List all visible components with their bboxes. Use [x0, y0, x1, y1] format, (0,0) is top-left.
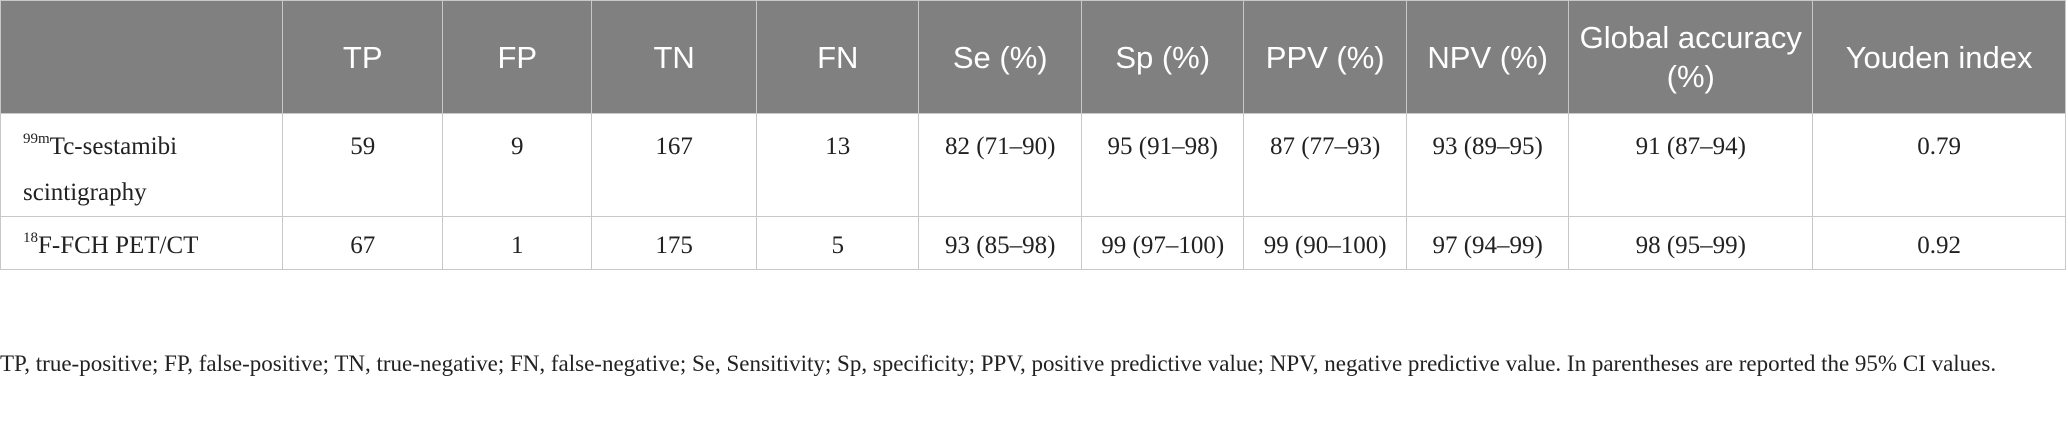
header-empty — [0, 0, 284, 114]
isotope-mass-number: 99m — [23, 131, 50, 147]
method-cell: 18F-FCH PET/CT — [0, 216, 284, 270]
header-tp: TP — [282, 0, 444, 114]
header-global-accuracy: Global accuracy (%) — [1568, 0, 1814, 114]
global-accuracy-cell: 98 (95–99) — [1568, 216, 1814, 270]
method-cell: 99mTc-sestamibi scintigraphy — [0, 113, 284, 217]
table-footnote: TP, true-positive; FP, false-positive; T… — [0, 351, 1997, 376]
method-name: Tc-sestamibi scintigraphy — [23, 133, 178, 206]
header-youden-index: Youden index — [1812, 0, 2066, 114]
global-accuracy-cell: 91 (87–94) — [1568, 113, 1814, 217]
table-row: 18F-FCH PET/CT 67 1 175 5 93 (85–98) 99 … — [0, 216, 2066, 270]
ppv-cell: 99 (90–100) — [1243, 216, 1407, 270]
method-name: F-FCH PET/CT — [38, 232, 199, 259]
ppv-cell: 87 (77–93) — [1243, 113, 1407, 217]
fn-cell: 13 — [755, 113, 920, 217]
tp-cell: 67 — [282, 216, 444, 270]
header-ppv: PPV (%) — [1243, 0, 1407, 114]
fn-cell: 5 — [755, 216, 920, 270]
header-fp: FP — [442, 0, 593, 114]
npv-cell: 93 (89–95) — [1405, 113, 1570, 217]
header-se: Se (%) — [918, 0, 1082, 114]
tp-cell: 59 — [282, 113, 444, 217]
header-fn: FN — [755, 0, 920, 114]
fp-cell: 9 — [442, 113, 593, 217]
se-cell: 82 (71–90) — [918, 113, 1082, 217]
fp-cell: 1 — [442, 216, 593, 270]
sp-cell: 99 (97–100) — [1080, 216, 1245, 270]
table-row: 99mTc-sestamibi scintigraphy 59 9 167 13… — [0, 113, 2066, 217]
header-row: TP FP TN FN Se (%) Sp (%) PPV (%) NPV (%… — [0, 0, 2066, 114]
header-sp: Sp (%) — [1080, 0, 1245, 114]
tn-cell: 175 — [591, 216, 757, 270]
sp-cell: 95 (91–98) — [1080, 113, 1245, 217]
results-table: TP FP TN FN Se (%) Sp (%) PPV (%) NPV (%… — [0, 0, 2066, 270]
youden-index-cell: 0.92 — [1812, 216, 2066, 270]
tn-cell: 167 — [591, 113, 757, 217]
isotope-mass-number: 18 — [23, 230, 38, 246]
npv-cell: 97 (94–99) — [1405, 216, 1570, 270]
header-npv: NPV (%) — [1405, 0, 1570, 114]
se-cell: 93 (85–98) — [918, 216, 1082, 270]
header-tn: TN — [591, 0, 757, 114]
youden-index-cell: 0.79 — [1812, 113, 2066, 217]
